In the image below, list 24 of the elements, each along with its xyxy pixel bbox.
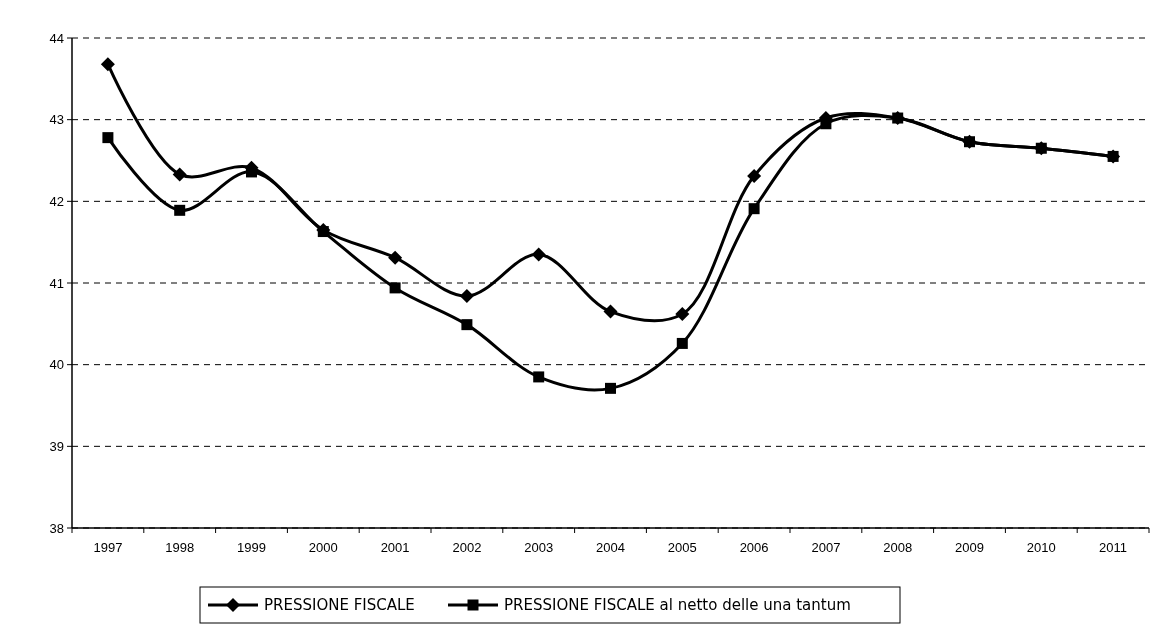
y-tick-label: 43	[49, 112, 64, 128]
x-tick-label: 2001	[380, 540, 410, 555]
x-tick-label: 2000	[308, 540, 338, 555]
legend-label: PRESSIONE FISCALE	[264, 596, 415, 615]
x-tick-label: 2011	[1099, 540, 1128, 555]
x-tick-label: 2006	[739, 540, 769, 555]
y-tick-label: 38	[49, 520, 64, 536]
x-tick-label: 2008	[883, 540, 913, 555]
x-tick-label: 2002	[452, 540, 482, 555]
x-tick-label: 1997	[93, 540, 123, 555]
x-tick-label: 2007	[811, 540, 841, 555]
x-tick-label: 1998	[165, 540, 195, 555]
x-tick-label: 2005	[667, 540, 697, 555]
y-tick-label: 44	[49, 30, 64, 46]
y-tick-label: 42	[49, 193, 64, 209]
legend-label: PRESSIONE FISCALE al netto delle una tantum	[504, 596, 851, 615]
y-tick-label: 41	[49, 275, 64, 291]
y-tick-label: 39	[49, 438, 64, 454]
x-tick-label: 2004	[596, 540, 625, 555]
x-tick-label: 1999	[237, 540, 266, 555]
x-tick-label: 2003	[524, 540, 554, 555]
y-tick-label: 40	[49, 357, 64, 373]
x-tick-label: 2010	[1026, 540, 1056, 555]
x-tick-label: 2009	[955, 540, 984, 555]
